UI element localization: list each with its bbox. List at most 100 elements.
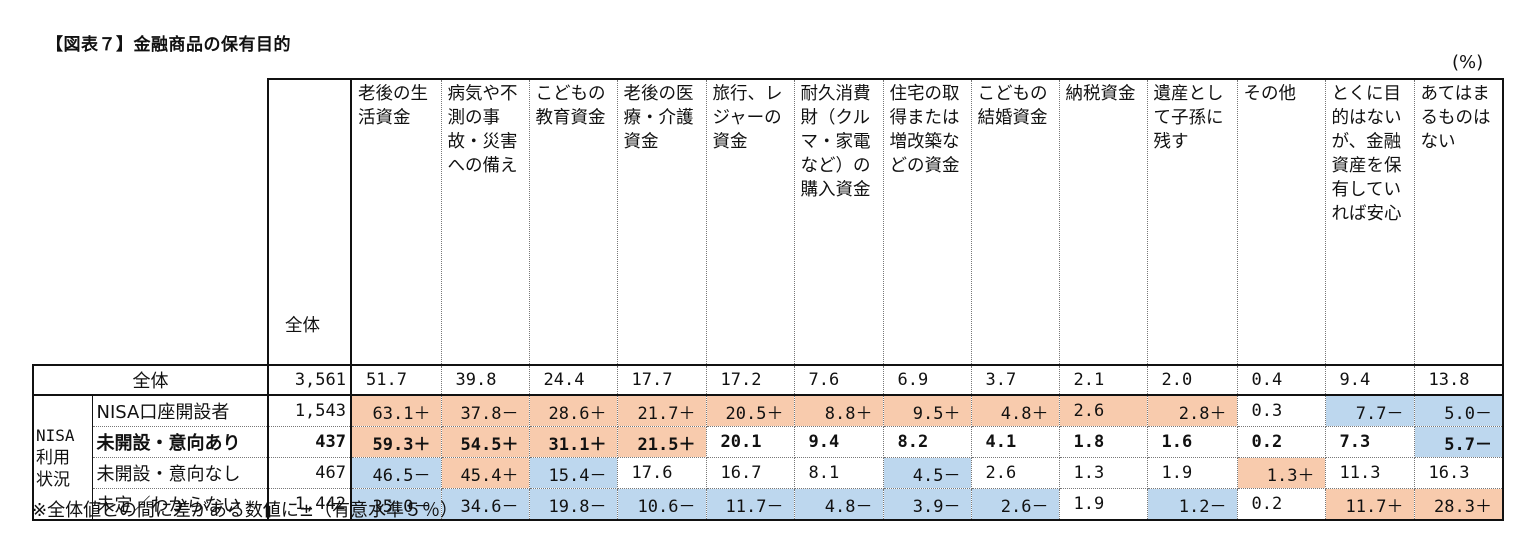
value-cell: 16.7 bbox=[705, 457, 795, 489]
value-cell: 39.8 bbox=[440, 364, 530, 396]
row-label: 未開設・意向なし bbox=[91, 457, 268, 489]
footnote: ※全体値との間に差がある数値に±（有意水準５％） bbox=[32, 500, 458, 521]
table-row: 未定／わからない 1,442 35.0－ 34.6－ 19.8－ 10.6－ 11.7－ 4.… bbox=[33, 488, 1504, 521]
header-col: こどもの結婚資金 bbox=[970, 78, 1060, 365]
value-cell: 9.4 bbox=[793, 426, 884, 458]
value-cell: 6.9 bbox=[882, 364, 972, 396]
value-cell: 4.1 bbox=[970, 426, 1060, 458]
value-cell: 11.7－ bbox=[705, 488, 795, 521]
header-col: 老後の生活資金 bbox=[350, 78, 442, 365]
value-cell: 63.1＋ bbox=[350, 395, 442, 427]
group-label: NISA 利用 状況 bbox=[32, 395, 93, 521]
sample-size: 437 bbox=[267, 426, 352, 458]
value-cell: 2.0 bbox=[1146, 364, 1238, 396]
row-label: NISA口座開設者 bbox=[91, 395, 268, 427]
group-label-line: 利用 bbox=[36, 447, 70, 468]
value-cell: 59.3＋ bbox=[350, 426, 442, 458]
header-row: 全体 老後の生活資金 病気や不測の事故・災害への備え こどもの教育資金 老後の医… bbox=[33, 78, 1504, 365]
table-row: 未開設・意向なし 467 46.5－ 45.4＋ 15.4－ 17.6 16.7 8.1 4.5… bbox=[33, 457, 1504, 489]
value-cell: 0.4 bbox=[1236, 364, 1326, 396]
value-cell: 16.3 bbox=[1413, 457, 1504, 489]
value-cell: 7.7－ bbox=[1324, 395, 1415, 427]
row-label: 未定／わからない bbox=[91, 488, 268, 521]
row-label: 未開設・意向あり bbox=[91, 426, 268, 458]
value-cell: 3.7 bbox=[970, 364, 1060, 396]
header-blank bbox=[33, 79, 268, 365]
header-col: 老後の医療・介護資金 bbox=[616, 78, 707, 365]
value-cell: 2.1 bbox=[1058, 364, 1148, 396]
value-cell: 46.5－ bbox=[350, 457, 442, 489]
header-col: その他 bbox=[1236, 78, 1326, 365]
total-row: 全体 3,561 51.7 39.8 24.4 17.7 17.2 7.6 6.9 3.7 2.1 2… bbox=[32, 364, 1504, 396]
value-cell: 45.4＋ bbox=[440, 457, 530, 489]
value-cell: 5.0－ bbox=[1413, 395, 1504, 427]
header-col: 旅行、レジャーの資金 bbox=[705, 78, 795, 365]
value-cell: 1.3＋ bbox=[1236, 457, 1326, 489]
value-cell: 1.9 bbox=[1058, 488, 1148, 521]
value-cell: 51.7 bbox=[350, 364, 442, 396]
value-cell: 8.8＋ bbox=[793, 395, 884, 427]
value-cell: 28.3＋ bbox=[1413, 488, 1504, 521]
value-cell: 4.8－ bbox=[793, 488, 884, 521]
value-cell: 10.6－ bbox=[616, 488, 707, 521]
figure-title: 【図表７】金融商品の保有目的 bbox=[46, 35, 291, 55]
header-n: 全体 bbox=[267, 78, 352, 365]
value-cell: 2.6 bbox=[1058, 395, 1148, 427]
value-cell: 9.4 bbox=[1324, 364, 1415, 396]
table-row: NISA 利用 状況 NISA口座開設者 1,543 63.1＋ 37.8－ 28.6＋ 21.… bbox=[32, 395, 1504, 521]
value-cell: 35.0－ bbox=[350, 488, 442, 521]
sample-size: 1,442 bbox=[267, 488, 352, 521]
value-cell: 20.5＋ bbox=[705, 395, 795, 427]
value-cell: 21.5＋ bbox=[616, 426, 707, 458]
value-cell: 17.6 bbox=[616, 457, 707, 489]
value-cell: 13.8 bbox=[1413, 364, 1504, 396]
value-cell: 5.7－ bbox=[1413, 426, 1504, 458]
table-row: 未開設・意向あり 437 59.3＋ 54.5＋ 31.1＋ 21.5＋ 20.1 9.4 8.… bbox=[33, 426, 1504, 458]
header-col: とくに目的はないが、金融資産を保有していれば安心 bbox=[1324, 78, 1415, 365]
value-cell: 17.2 bbox=[705, 364, 795, 396]
value-cell: 11.3 bbox=[1324, 457, 1415, 489]
value-cell: 1.6 bbox=[1146, 426, 1238, 458]
sample-size: 467 bbox=[267, 457, 352, 489]
value-cell: 0.3 bbox=[1236, 395, 1326, 427]
group-label-line: 状況 bbox=[36, 469, 70, 490]
value-cell: 20.1 bbox=[705, 426, 795, 458]
value-cell: 2.6－ bbox=[970, 488, 1060, 521]
header-col: 病気や不測の事故・災害への備え bbox=[440, 78, 530, 365]
value-cell: 3.9－ bbox=[882, 488, 972, 521]
value-cell: 0.2 bbox=[1236, 488, 1326, 521]
header-col: 耐久消費財（クルマ・家電など）の購入資金 bbox=[793, 78, 884, 365]
value-cell: 21.7＋ bbox=[616, 395, 707, 427]
value-cell: 8.2 bbox=[882, 426, 972, 458]
data-table: 全体 老後の生活資金 病気や不測の事故・災害への備え こどもの教育資金 老後の医… bbox=[32, 78, 1504, 521]
value-cell: 2.8＋ bbox=[1146, 395, 1238, 427]
value-cell: 17.7 bbox=[616, 364, 707, 396]
value-cell: 19.8－ bbox=[528, 488, 618, 521]
row-label: 全体 bbox=[32, 364, 268, 396]
value-cell: 0.2 bbox=[1236, 426, 1326, 458]
value-cell: 7.3 bbox=[1324, 426, 1415, 458]
header-col: あてはまるものはない bbox=[1413, 78, 1504, 365]
value-cell: 1.8 bbox=[1058, 426, 1148, 458]
value-cell: 11.7＋ bbox=[1324, 488, 1415, 521]
value-cell: 1.3 bbox=[1058, 457, 1148, 489]
value-cell: 34.6－ bbox=[440, 488, 530, 521]
value-cell: 7.6 bbox=[793, 364, 884, 396]
value-cell: 24.4 bbox=[528, 364, 618, 396]
sample-size: 1,543 bbox=[267, 395, 352, 427]
value-cell: 4.8＋ bbox=[970, 395, 1060, 427]
value-cell: 2.6 bbox=[970, 457, 1060, 489]
value-cell: 28.6＋ bbox=[528, 395, 618, 427]
header-col: 遺産として子孫に残す bbox=[1146, 78, 1238, 365]
header-col: 納税資金 bbox=[1058, 78, 1148, 365]
sample-size: 3,561 bbox=[267, 364, 352, 396]
unit-label: (%) bbox=[1452, 52, 1484, 73]
value-cell: 31.1＋ bbox=[528, 426, 618, 458]
value-cell: 15.4－ bbox=[528, 457, 618, 489]
header-col: こどもの教育資金 bbox=[528, 78, 618, 365]
value-cell: 4.5－ bbox=[882, 457, 972, 489]
group-label-line: NISA bbox=[36, 425, 75, 445]
value-cell: 1.9 bbox=[1146, 457, 1238, 489]
value-cell: 9.5＋ bbox=[882, 395, 972, 427]
value-cell: 1.2－ bbox=[1146, 488, 1238, 521]
